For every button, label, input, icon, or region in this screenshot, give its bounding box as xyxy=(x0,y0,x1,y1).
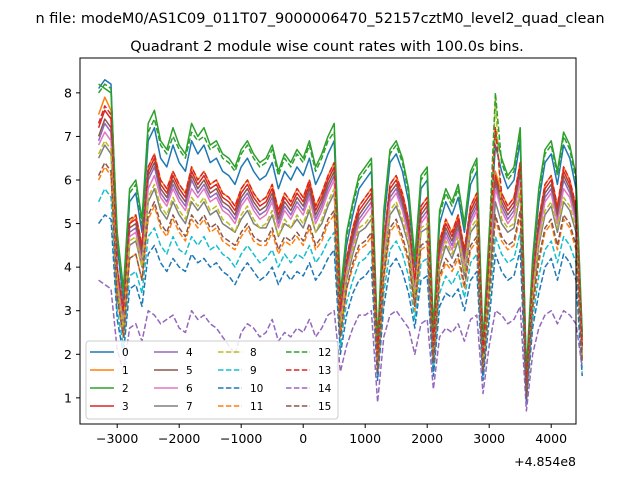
x-tick-label: 1000 xyxy=(349,431,381,446)
x-tick-label: 0 xyxy=(299,431,307,446)
x-tick-label: −2000 xyxy=(158,431,200,446)
x-offset-label: +4.854e8 xyxy=(514,454,576,469)
legend-label-12: 12 xyxy=(318,347,331,359)
legend-label-7: 7 xyxy=(186,401,193,413)
chart-suptitle: n file: modeM0/AS1C09_011T07_9000006470_… xyxy=(35,11,604,27)
legend-label-8: 8 xyxy=(250,347,257,359)
legend-label-6: 6 xyxy=(186,383,193,395)
legend-label-2: 2 xyxy=(122,383,129,395)
y-tick-label: 1 xyxy=(64,390,72,405)
series-line-12 xyxy=(97,83,583,377)
x-tick-label: 2000 xyxy=(411,431,443,446)
x-tick-label: 4000 xyxy=(535,431,567,446)
legend-box xyxy=(85,340,339,420)
legend-label-14: 14 xyxy=(318,383,332,395)
legend-label-15: 15 xyxy=(318,401,331,413)
plot-frame xyxy=(79,57,577,425)
legend-label-13: 13 xyxy=(318,365,331,377)
chart-title: Quadrant 2 module wise count rates with … xyxy=(130,39,524,55)
legend-label-0: 0 xyxy=(122,347,129,359)
legend-label-9: 9 xyxy=(250,365,257,377)
legend-label-10: 10 xyxy=(250,383,263,395)
y-tick-label: 6 xyxy=(64,173,72,188)
y-tick-label: 7 xyxy=(64,129,72,144)
y-tick-label: 4 xyxy=(64,260,72,275)
x-tick-label: −1000 xyxy=(220,431,262,446)
y-tick-label: 5 xyxy=(64,216,72,231)
x-tick-label: −3000 xyxy=(96,431,138,446)
series-line-10 xyxy=(97,214,583,403)
legend-label-3: 3 xyxy=(122,401,129,413)
series-layer xyxy=(97,79,583,412)
legend-label-4: 4 xyxy=(186,347,193,359)
legend-label-11: 11 xyxy=(250,401,263,413)
legend-label-5: 5 xyxy=(186,365,193,377)
series-line-14 xyxy=(98,279,583,412)
series-line-15 xyxy=(97,161,583,399)
series-line-11 xyxy=(97,166,583,399)
series-line-13 xyxy=(97,105,583,386)
x-tick-label: 3000 xyxy=(473,431,505,446)
legend-label-1: 1 xyxy=(122,365,129,377)
y-tick-label: 2 xyxy=(64,347,72,362)
y-tick-label: 8 xyxy=(64,85,72,100)
y-tick-label: 3 xyxy=(64,303,72,318)
series-line-9 xyxy=(97,187,583,399)
